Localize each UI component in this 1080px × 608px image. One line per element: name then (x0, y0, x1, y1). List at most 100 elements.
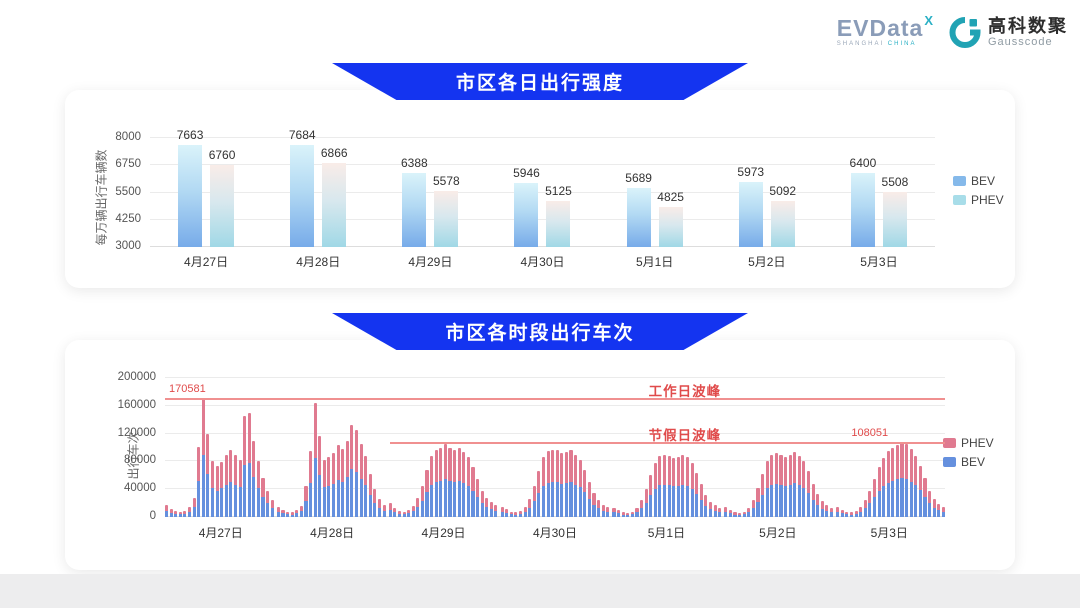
hour-bar-stack (587, 378, 591, 517)
phev-segment (597, 500, 601, 509)
phev-segment (299, 505, 303, 512)
bev-segment (626, 514, 630, 517)
bev-value-label: 7684 (288, 127, 316, 142)
phev-segment (704, 494, 708, 506)
phev-segment (574, 454, 578, 485)
phev-segment (528, 498, 532, 508)
phev-segment (318, 435, 322, 475)
bev-segment (849, 514, 854, 517)
bev-segment (439, 480, 443, 517)
phev-segment (724, 507, 728, 512)
bev-bar-wrap: 5946 (513, 138, 540, 247)
phev-segment (354, 430, 359, 472)
hour-bar-stack (713, 378, 717, 517)
chart2-legend-item-phev[interactable]: PHEV (943, 436, 994, 450)
hour-bar-stack (765, 378, 769, 517)
bev-segment (509, 514, 513, 517)
phev-bar-wrap: 5508 (882, 138, 908, 247)
hour-bar-stack (849, 378, 854, 517)
bev-segment (836, 511, 840, 517)
bev-segment (816, 505, 820, 517)
hour-bar-stack (672, 378, 676, 517)
bev-value-label: 6400 (849, 155, 877, 170)
hour-bar-stack (359, 378, 363, 517)
phev-value-label: 5092 (769, 184, 797, 199)
bev-segment (402, 514, 406, 517)
bev-segment (708, 509, 712, 517)
hour-bar-stack (238, 378, 242, 517)
bev-segment (382, 510, 386, 517)
hour-bar-stack (564, 378, 568, 517)
phev-segment (592, 493, 596, 505)
bev-segment (331, 483, 336, 517)
hour-bar-stack (281, 378, 285, 517)
chart1-x-label: 5月2日 (748, 255, 786, 269)
phev-segment (466, 457, 470, 486)
bev-segment (770, 484, 774, 517)
hour-bar-stack (453, 378, 457, 517)
bev-segment (895, 479, 899, 517)
chart1-legend-item-bev[interactable]: BEV (953, 174, 1004, 188)
bev-segment (685, 485, 690, 517)
phev-bar (546, 200, 571, 247)
chart2-gridline (165, 460, 945, 462)
hour-bar-stack (829, 378, 834, 517)
phev-segment (635, 508, 639, 513)
phev-segment (578, 460, 582, 488)
bev-segment (243, 464, 247, 517)
bev-segment (793, 483, 797, 517)
hour-bar-stack (336, 378, 340, 517)
phev-segment (327, 457, 331, 486)
bev-segment (779, 484, 783, 517)
bev-segment (304, 500, 308, 517)
bev-segment (187, 511, 192, 517)
phev-segment (606, 507, 610, 512)
bev-segment (485, 507, 489, 517)
chart1-gridline (150, 191, 935, 193)
bev-segment (560, 483, 564, 517)
hour-bar-stack (327, 378, 331, 517)
chart1-legend-item-phev[interactable]: PHEV (953, 193, 1004, 207)
chart2-legend-item-bev[interactable]: BEV (943, 455, 994, 469)
bev-segment (528, 507, 532, 517)
phev-segment (453, 450, 457, 483)
bev-segment (733, 514, 737, 517)
phev-segment (718, 508, 722, 513)
bev-segment (505, 513, 509, 517)
bev-segment (537, 493, 541, 517)
chart2-panel: 出行车次 170581 工作日波峰 节假日波峰 108051 0 40000 800… (65, 340, 1015, 570)
gausscode-logo: 高科数聚 Gausscode (949, 16, 1068, 48)
bev-segment (434, 482, 438, 517)
phev-segment (941, 506, 945, 512)
bev-segment (840, 513, 844, 517)
bev-segment (252, 477, 256, 517)
phev-segment (649, 475, 653, 496)
hour-bar-stack (397, 378, 401, 517)
hour-bar-stack (290, 378, 294, 517)
phev-segment (923, 478, 927, 497)
phev-segment (537, 471, 541, 494)
phev-segment (738, 512, 742, 515)
hour-bar-stack (192, 378, 196, 517)
phev-legend-swatch (953, 195, 966, 205)
phev-segment (551, 449, 555, 482)
hour-bar-stack (443, 378, 447, 517)
hour-bar-stack (574, 378, 578, 517)
phev-segment (313, 403, 317, 458)
chart2-x-label: 4月29日 (421, 526, 466, 540)
bev-segment (820, 508, 824, 517)
bev-segment (742, 514, 746, 517)
evdata-x-mark: X (924, 13, 933, 28)
hour-bar-stack (676, 378, 680, 517)
evdata-tagline: SHANGHAI CHINA (837, 41, 933, 47)
hour-bar-stack (820, 378, 824, 517)
phev-segment (621, 512, 625, 515)
phev-bar (210, 165, 235, 247)
chart2-x-label: 5月3日 (870, 526, 908, 540)
phev-bar (322, 162, 347, 247)
hour-bar-stack (918, 378, 922, 517)
phev-bar-wrap: 5092 (769, 138, 796, 247)
bev-segment (551, 482, 555, 517)
phev-segment (411, 505, 415, 512)
hour-bar-stack (578, 378, 582, 517)
